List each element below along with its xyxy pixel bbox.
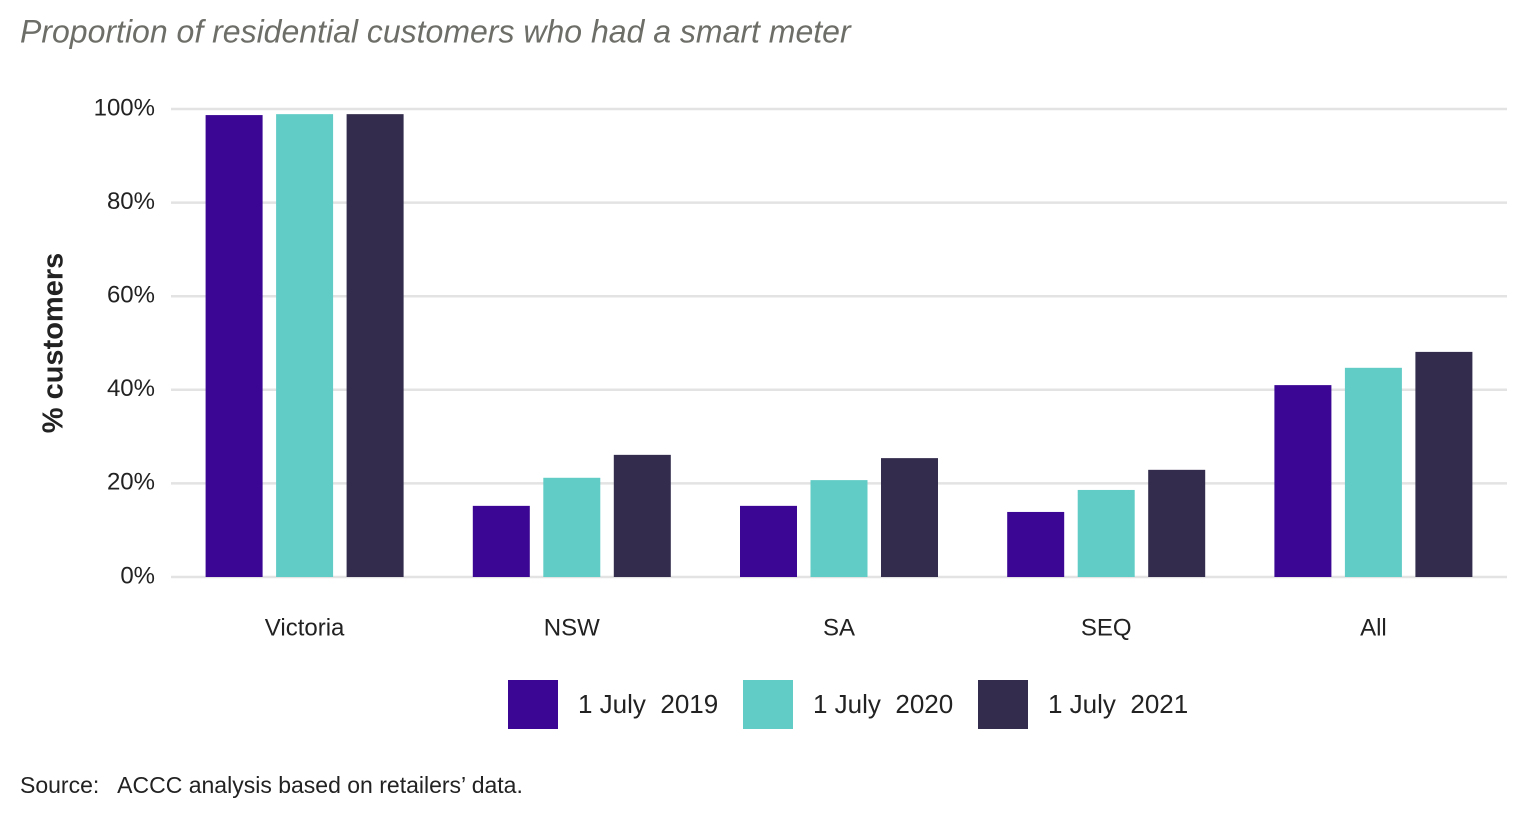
x-tick-label: SEQ: [1081, 614, 1132, 641]
bar: [1415, 351, 1473, 577]
bar: [346, 114, 404, 577]
y-tick-label: 60%: [107, 282, 155, 309]
bar: [1344, 367, 1402, 577]
bar: [276, 114, 334, 577]
bar: [543, 477, 601, 577]
bar: [613, 454, 671, 577]
legend-label: 1 July 2019: [578, 689, 718, 719]
x-tick-label: Victoria: [265, 614, 345, 641]
y-tick-label: 80%: [107, 188, 155, 215]
bar: [1274, 385, 1332, 577]
legend-label: 1 July 2021: [1048, 689, 1188, 719]
bar: [881, 458, 938, 577]
legend-label: 1 July 2020: [813, 689, 953, 719]
bar: [1077, 489, 1135, 577]
x-tick-label: All: [1360, 614, 1387, 641]
bar: [472, 505, 530, 577]
source-note: Source: ACCC analysis based on retailers…: [20, 772, 523, 798]
bar: [1007, 511, 1065, 577]
y-axis-label: % customers: [38, 253, 70, 434]
y-tick-label: 20%: [107, 469, 155, 496]
chart-title: Proportion of residential customers who …: [20, 13, 852, 49]
legend-swatch: [978, 680, 1028, 729]
legend-swatch: [508, 680, 558, 729]
x-tick-label: NSW: [544, 614, 600, 641]
bar: [1148, 469, 1206, 577]
bar: [205, 115, 263, 578]
y-tick-label: 0%: [120, 562, 155, 589]
y-tick-label: 100%: [94, 94, 155, 121]
legend-swatch: [743, 680, 793, 729]
x-tick-label: SA: [823, 614, 855, 641]
bar: [740, 505, 797, 577]
bar: [810, 480, 868, 577]
y-tick-label: 40%: [107, 375, 155, 402]
